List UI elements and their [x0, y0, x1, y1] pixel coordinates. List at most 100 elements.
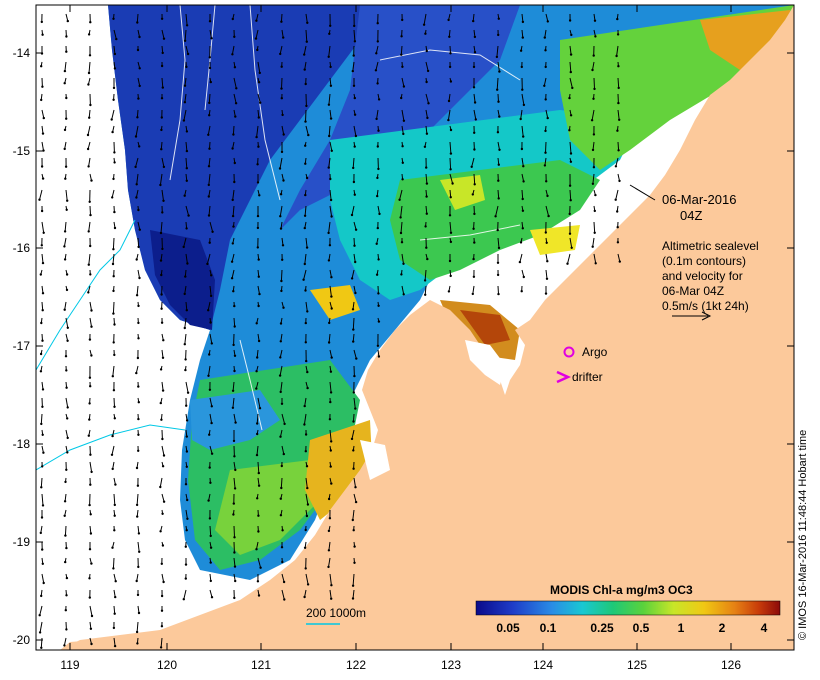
velocity-arrow-head: [159, 530, 162, 533]
velocity-arrow-head: [87, 71, 91, 75]
velocity-arrow: [41, 493, 44, 506]
velocity-arrow-head: [87, 291, 90, 294]
velocity-arrow-head: [161, 247, 164, 251]
velocity-arrow-head: [259, 566, 262, 569]
velocity-arrow-head: [161, 389, 165, 392]
velocity-arrow-head: [281, 529, 284, 532]
velocity-arrow: [328, 93, 331, 105]
lon-tick-label: 119: [60, 658, 79, 672]
velocity-arrow-head: [497, 17, 500, 20]
velocity-arrow-head: [113, 323, 116, 326]
velocity-arrow-head: [305, 465, 309, 468]
velocity-arrow-head: [353, 113, 357, 116]
velocity-arrow: [424, 285, 427, 295]
velocity-arrow-head: [375, 273, 379, 276]
velocity-arrow-head: [494, 215, 497, 218]
time-label: 04Z: [680, 208, 702, 223]
velocity-arrow-head: [66, 451, 69, 454]
velocity-arrow-head: [353, 561, 356, 564]
velocity-arrow: [184, 93, 187, 103]
velocity-arrow: [161, 445, 165, 456]
velocity-arrow: [209, 29, 212, 39]
velocity-arrow-head: [231, 17, 234, 21]
velocity-arrow-head: [304, 193, 307, 197]
velocity-arrow-head: [137, 401, 140, 404]
velocity-arrow: [185, 13, 188, 26]
velocity-arrow-head: [352, 391, 355, 394]
velocity-arrow: [208, 93, 211, 103]
velocity-arrow-head: [352, 420, 355, 423]
velocity-arrow-head: [184, 368, 187, 372]
velocity-arrow-head: [208, 147, 211, 150]
velocity-arrow: [41, 285, 44, 294]
velocity-arrow-head: [160, 609, 164, 612]
velocity-arrow-head: [41, 85, 44, 88]
velocity-arrow-head: [90, 179, 93, 182]
velocity-arrow-head: [137, 433, 140, 436]
velocity-arrow-head: [207, 133, 210, 136]
velocity-arrow: [112, 253, 115, 265]
velocity-arrow-head: [592, 97, 595, 101]
velocity-arrow-head: [255, 387, 258, 390]
velocity-arrow-head: [449, 274, 452, 278]
velocity-arrow-head: [111, 546, 114, 549]
velocity-arrow-head: [257, 530, 260, 533]
velocity-arrow-head: [256, 181, 260, 184]
velocity-arrow-head: [136, 116, 139, 119]
velocity-arrow: [328, 557, 331, 567]
velocity-arrow-head: [42, 231, 45, 234]
velocity-arrow: [280, 13, 283, 22]
velocity-arrow-head: [137, 532, 141, 535]
velocity-arrow-head: [306, 486, 309, 490]
velocity-arrow-head: [614, 165, 618, 168]
velocity-arrow-head: [162, 37, 166, 40]
velocity-arrow-head: [569, 152, 573, 155]
velocity-arrow-head: [42, 116, 45, 120]
velocity-arrow-head: [161, 465, 165, 468]
velocity-arrow-head: [90, 354, 93, 357]
velocity-arrow-head: [400, 241, 404, 244]
velocity-arrow-head: [303, 262, 306, 266]
velocity-arrow-head: [568, 212, 571, 216]
velocity-arrow-head: [593, 231, 596, 234]
legend-line-4: 06-Mar 04Z: [662, 284, 724, 298]
velocity-arrow: [592, 237, 595, 247]
velocity-arrow-head: [425, 246, 428, 249]
velocity-arrow-head: [38, 614, 41, 617]
velocity-arrow-head: [425, 132, 429, 135]
velocity-arrow-head: [41, 339, 44, 342]
velocity-arrow-head: [65, 50, 68, 53]
velocity-arrow: [328, 157, 331, 168]
velocity-arrow-head: [330, 307, 333, 310]
velocity-arrow-head: [279, 356, 282, 359]
velocity-arrow: [137, 269, 140, 279]
velocity-arrow-head: [207, 214, 211, 217]
velocity-arrow-head: [65, 576, 69, 580]
velocity-arrow-head: [162, 199, 165, 202]
velocity-arrow-head: [423, 279, 427, 282]
velocity-arrow-head: [330, 482, 333, 485]
velocity-arrow-head: [374, 69, 378, 72]
velocity-arrow-head: [257, 339, 261, 343]
velocity-arrow-head: [257, 258, 260, 261]
colorbar-tick-label: 0.25: [590, 621, 614, 635]
velocity-arrow: [377, 205, 380, 214]
velocity-arrow-head: [496, 228, 499, 232]
velocity-arrow: [353, 125, 357, 137]
velocity-arrow-head: [233, 455, 236, 458]
velocity-arrow: [159, 173, 163, 186]
velocity-arrow: [305, 125, 309, 136]
velocity-arrow-head: [519, 49, 523, 52]
velocity-arrow-head: [402, 293, 405, 296]
velocity-arrow: [280, 333, 283, 342]
velocity-arrow: [352, 589, 355, 599]
velocity-arrow-head: [304, 144, 307, 147]
velocity-arrow: [112, 301, 115, 314]
velocity-arrow-head: [279, 340, 282, 343]
velocity-arrow: [617, 77, 620, 88]
velocity-arrow-head: [114, 580, 117, 583]
velocity-arrow-head: [280, 65, 283, 68]
velocity-arrow: [281, 413, 286, 425]
velocity-arrow-head: [63, 230, 67, 233]
velocity-arrow-head: [185, 167, 188, 170]
